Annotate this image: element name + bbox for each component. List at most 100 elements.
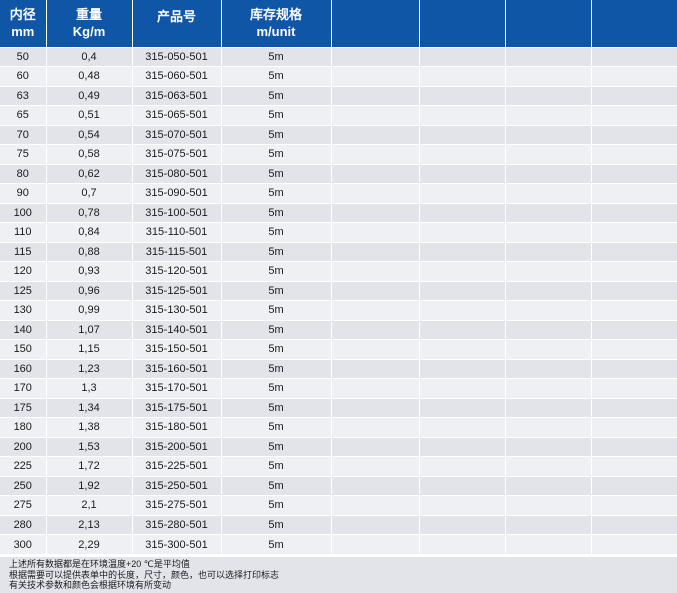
cell-empty bbox=[330, 397, 419, 418]
cell-product-number: 315-140-501 bbox=[131, 319, 221, 340]
cell-weight: 0,84 bbox=[45, 222, 132, 242]
table-row: 115 0,88 315-115-501 5m bbox=[0, 241, 677, 262]
cell-empty bbox=[504, 475, 591, 496]
cell-product-number: 315-115-501 bbox=[131, 241, 221, 262]
cell-inner-diameter: 75 bbox=[0, 144, 46, 164]
cell-empty bbox=[504, 534, 591, 554]
cell-empty bbox=[504, 378, 591, 398]
cell-product-number: 315-300-501 bbox=[131, 534, 221, 554]
cell-inner-diameter: 100 bbox=[0, 202, 46, 223]
cell-empty bbox=[330, 378, 419, 398]
cell-weight: 2,1 bbox=[45, 495, 132, 515]
cell-stock-spec: 5m bbox=[220, 202, 331, 223]
cell-product-number: 315-180-501 bbox=[131, 417, 221, 437]
cell-inner-diameter: 250 bbox=[0, 475, 46, 496]
cell-inner-diameter: 125 bbox=[0, 280, 46, 301]
cell-weight: 0,99 bbox=[45, 300, 132, 320]
cell-product-number: 315-063-501 bbox=[131, 85, 221, 106]
header-empty-6 bbox=[418, 0, 505, 47]
cell-weight: 2,29 bbox=[45, 534, 132, 554]
cell-stock-spec: 5m bbox=[220, 456, 331, 476]
cell-empty bbox=[504, 124, 591, 145]
cell-empty bbox=[590, 222, 677, 242]
cell-empty bbox=[418, 475, 505, 496]
cell-empty bbox=[504, 144, 591, 164]
cell-stock-spec: 5m bbox=[220, 280, 331, 301]
header-stock-spec-label: 库存规格 bbox=[249, 7, 302, 23]
table-row: 90 0,7 315-090-501 5m bbox=[0, 183, 677, 203]
cell-empty bbox=[504, 163, 591, 184]
table-row: 175 1,34 315-175-501 5m bbox=[0, 397, 677, 418]
cell-empty bbox=[330, 456, 419, 476]
header-product-number: 产品号 bbox=[131, 0, 221, 47]
cell-stock-spec: 5m bbox=[220, 475, 331, 496]
cell-inner-diameter: 275 bbox=[0, 495, 46, 515]
cell-empty bbox=[590, 514, 677, 535]
cell-empty bbox=[504, 241, 591, 262]
cell-weight: 1,3 bbox=[45, 378, 132, 398]
cell-product-number: 315-060-501 bbox=[131, 66, 221, 86]
table-row: 65 0,51 315-065-501 5m bbox=[0, 105, 677, 125]
cell-empty bbox=[330, 339, 419, 359]
cell-empty bbox=[418, 300, 505, 320]
cell-empty bbox=[504, 358, 591, 379]
cell-product-number: 315-120-501 bbox=[131, 261, 221, 281]
cell-empty bbox=[418, 339, 505, 359]
cell-product-number: 315-090-501 bbox=[131, 183, 221, 203]
cell-empty bbox=[418, 514, 505, 535]
cell-empty bbox=[504, 280, 591, 301]
cell-empty bbox=[504, 222, 591, 242]
cell-empty bbox=[418, 144, 505, 164]
cell-empty bbox=[330, 280, 419, 301]
cell-stock-spec: 5m bbox=[220, 85, 331, 106]
cell-empty bbox=[504, 202, 591, 223]
cell-empty bbox=[504, 495, 591, 515]
header-product-number-label: 产品号 bbox=[156, 9, 196, 24]
header-weight-unit: Kg/m bbox=[72, 24, 106, 40]
cell-empty bbox=[590, 66, 677, 86]
cell-empty bbox=[590, 183, 677, 203]
table-row: 140 1,07 315-140-501 5m bbox=[0, 319, 677, 340]
cell-stock-spec: 5m bbox=[220, 105, 331, 125]
cell-weight: 1,23 bbox=[45, 358, 132, 379]
cell-empty bbox=[504, 456, 591, 476]
cell-empty bbox=[504, 397, 591, 418]
cell-empty bbox=[330, 417, 419, 437]
cell-weight: 1,34 bbox=[45, 397, 132, 418]
cell-inner-diameter: 115 bbox=[0, 241, 46, 262]
product-spec-table: 内径 mm 重量 Kg/m 产品号 库存规格 m/unit bbox=[0, 0, 677, 554]
header-inner-diameter-label: 内径 bbox=[9, 7, 36, 23]
cell-stock-spec: 5m bbox=[220, 358, 331, 379]
header-inner-diameter: 内径 mm bbox=[0, 0, 46, 47]
cell-stock-spec: 5m bbox=[220, 436, 331, 457]
table-row: 180 1,38 315-180-501 5m bbox=[0, 417, 677, 437]
cell-weight: 1,92 bbox=[45, 475, 132, 496]
cell-weight: 0,48 bbox=[45, 66, 132, 86]
cell-inner-diameter: 90 bbox=[0, 183, 46, 203]
cell-inner-diameter: 63 bbox=[0, 85, 46, 106]
cell-empty bbox=[590, 534, 677, 554]
cell-weight: 0,7 bbox=[45, 183, 132, 203]
cell-weight: 1,53 bbox=[45, 436, 132, 457]
cell-empty bbox=[590, 163, 677, 184]
cell-empty bbox=[330, 124, 419, 145]
cell-empty bbox=[418, 202, 505, 223]
cell-empty bbox=[330, 46, 419, 67]
cell-empty bbox=[418, 358, 505, 379]
cell-empty bbox=[590, 124, 677, 145]
cell-empty bbox=[504, 46, 591, 67]
cell-inner-diameter: 50 bbox=[0, 46, 46, 67]
cell-weight: 1,15 bbox=[45, 339, 132, 359]
cell-product-number: 315-070-501 bbox=[131, 124, 221, 145]
footnote-line: 上述所有数据都是在环境温度+20 ℃是平均值 bbox=[9, 559, 190, 569]
cell-empty bbox=[590, 144, 677, 164]
cell-empty bbox=[590, 319, 677, 340]
table-row: 200 1,53 315-200-501 5m bbox=[0, 436, 677, 457]
cell-product-number: 315-100-501 bbox=[131, 202, 221, 223]
cell-weight: 1,72 bbox=[45, 456, 132, 476]
cell-empty bbox=[504, 85, 591, 106]
cell-weight: 2,13 bbox=[45, 514, 132, 535]
table-row: 170 1,3 315-170-501 5m bbox=[0, 378, 677, 398]
cell-empty bbox=[418, 222, 505, 242]
table-row: 80 0,62 315-080-501 5m bbox=[0, 163, 677, 184]
